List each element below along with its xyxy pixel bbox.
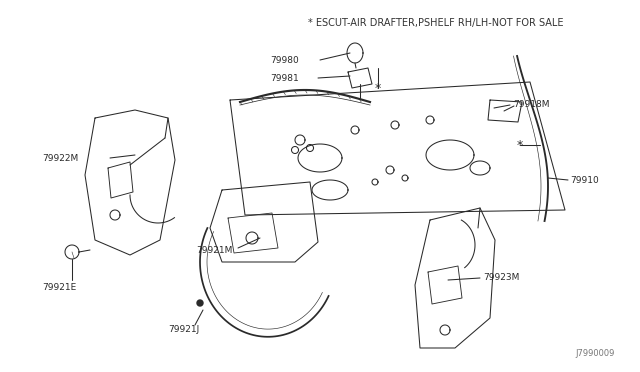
Text: J7990009: J7990009 (575, 349, 615, 358)
Text: *: * (375, 81, 381, 94)
Text: 79910: 79910 (570, 176, 599, 185)
Text: 79923M: 79923M (483, 273, 520, 282)
Text: 79918M: 79918M (513, 99, 550, 109)
Text: * ESCUT-AIR DRAFTER,PSHELF RH/LH-NOT FOR SALE: * ESCUT-AIR DRAFTER,PSHELF RH/LH-NOT FOR… (308, 18, 563, 28)
Text: 79921J: 79921J (168, 326, 199, 334)
Polygon shape (197, 300, 203, 306)
Text: 79922M: 79922M (42, 154, 78, 163)
Text: 79921E: 79921E (42, 283, 76, 292)
Text: 79981: 79981 (270, 74, 299, 83)
Text: *: * (517, 138, 523, 151)
Text: 79980: 79980 (270, 55, 299, 64)
Text: 79921M: 79921M (196, 246, 232, 254)
